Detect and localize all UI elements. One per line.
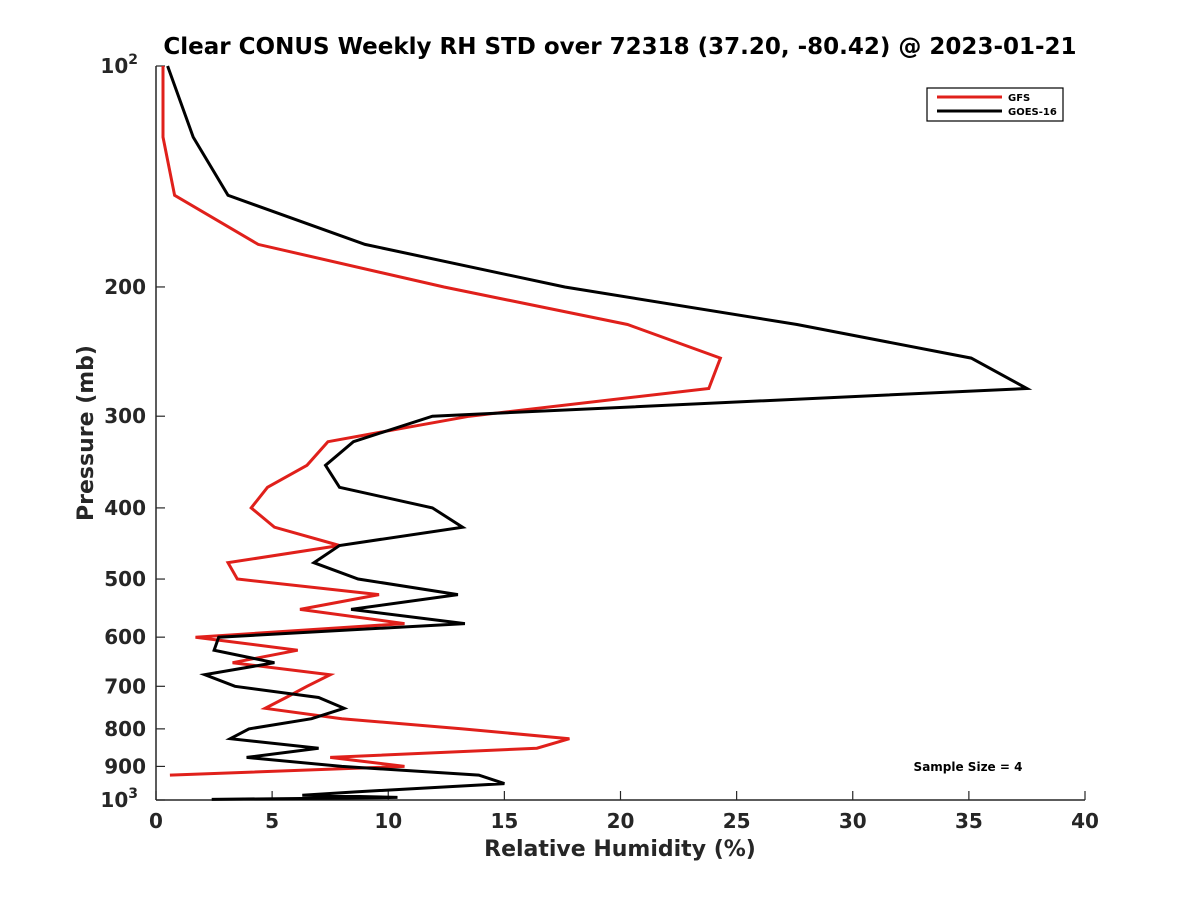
y-tick-label: 500 <box>104 567 146 591</box>
sample-size-annotation: Sample Size = 4 <box>914 760 1023 774</box>
chart-title: Clear CONUS Weekly RH STD over 72318 (37… <box>163 34 1076 60</box>
y-tick-label: 102 <box>100 52 138 78</box>
y-tick-base: 700 <box>104 674 146 698</box>
x-tick-label: 10 <box>374 809 402 833</box>
y-tick-base: 400 <box>104 496 146 520</box>
legend-label-gfs: GFS <box>1008 93 1030 104</box>
x-tick-label: 20 <box>607 809 635 833</box>
legend-box <box>926 87 1064 122</box>
y-tick-base: 10 <box>100 788 128 812</box>
y-tick-base: 800 <box>104 717 146 741</box>
y-tick-base: 900 <box>104 754 146 778</box>
x-tick-label: 0 <box>149 809 163 833</box>
x-axis-ticks: 0 5 10 15 20 25 30 35 40 <box>149 791 1099 833</box>
y-tick-base: 500 <box>104 567 146 591</box>
series-line-gfs <box>161 66 723 777</box>
y-tick-base: 10 <box>100 54 128 78</box>
y-tick-exponent: 2 <box>128 52 138 68</box>
x-tick-label: 35 <box>955 809 983 833</box>
y-tick-base: 600 <box>104 625 146 649</box>
x-tick-label: 15 <box>490 809 518 833</box>
y-tick-label: 600 <box>104 625 146 649</box>
x-tick-label: 25 <box>723 809 751 833</box>
y-axis-label: Pressure (mb) <box>74 345 99 521</box>
x-axis-label: Relative Humidity (%) <box>484 837 756 862</box>
x-tick-label: 5 <box>265 809 279 833</box>
y-tick-label: 700 <box>104 674 146 698</box>
legend: GFS GOES-16 <box>926 87 1064 122</box>
y-tick-base: 200 <box>104 275 146 299</box>
y-tick-label: 800 <box>104 717 146 741</box>
x-tick-label: 40 <box>1071 809 1099 833</box>
legend-label-goes-16: GOES-16 <box>1008 107 1057 118</box>
y-tick-label: 900 <box>104 754 146 778</box>
x-tick-label: 30 <box>839 809 867 833</box>
y-tick-label: 103 <box>100 786 138 812</box>
y-tick-base: 300 <box>104 404 146 428</box>
y-tick-label: 400 <box>104 496 146 520</box>
y-tick-label: 300 <box>104 404 146 428</box>
y-tick-label: 200 <box>104 275 146 299</box>
y-tick-exponent: 3 <box>128 786 138 802</box>
series-lines <box>161 65 1033 801</box>
series-line-goes-16 <box>166 65 1033 801</box>
